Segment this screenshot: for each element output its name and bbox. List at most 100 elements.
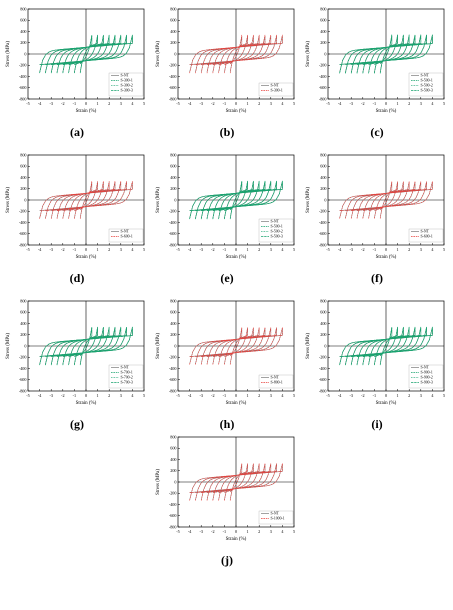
x-tick-label: 1 [247,247,249,252]
series-line-S-800-1 [189,327,283,365]
series-line-S-700-3 [39,326,133,366]
y-tick-label: 400 [320,175,326,180]
x-tick-label: 4 [281,101,284,106]
x-tick-label: 3 [420,247,422,252]
x-tick-label: -2 [211,393,215,398]
x-tick-label: -2 [361,393,365,398]
y-tick-label: -200 [319,63,327,68]
y-tick-label: 600 [20,164,26,169]
series-line-S-300-3 [39,34,133,74]
y-tick-label: -200 [319,355,327,360]
y-tick-label: 400 [20,175,26,180]
chart-panel-e: -5 -4 -3 -2 -1 0 1 2 3 4 5 -800 -600 -400 -200 0 200 400 6… [152,148,302,328]
legend-label: S-NT [421,366,430,370]
panel-caption: (h) [219,417,235,431]
y-tick-label: 400 [170,457,176,462]
x-tick-label: -4 [38,101,42,106]
y-tick-label: 400 [170,29,176,34]
y-tick-label: 800 [20,152,26,157]
series-group [339,181,433,219]
y-tick-label: 400 [170,321,176,326]
legend-label: S-NT [121,74,130,78]
y-tick-label: 200 [320,40,326,45]
x-tick-label: -5 [326,247,330,252]
x-tick-label: 5 [443,247,445,252]
legend-label: S-700-3 [121,381,133,385]
x-tick-label: 2 [108,101,110,106]
x-tick-label: 5 [143,101,145,106]
legend-box [108,228,144,243]
y-tick-label: 600 [320,310,326,315]
y-tick-label: -800 [319,96,327,101]
x-tick-label: -2 [211,247,215,252]
y-tick-label: 600 [170,164,176,169]
y-tick-label: -200 [169,491,177,496]
legend-box [258,82,294,97]
legend-label: S-NT [121,366,130,370]
legend-label: S-500-2 [271,230,283,234]
x-tick-label: 5 [443,101,445,106]
y-tick-label: -600 [169,231,177,236]
x-axis-label: Strain (%) [226,109,247,114]
x-tick-label: 3 [120,393,122,398]
y-tick-label: 600 [170,18,176,23]
y-axis-label: Stress (MPa) [306,187,311,213]
chart-svg-c: -5 -4 -3 -2 -1 0 1 2 3 4 5 -800 -600 -400 -200 0 200 400 6… [306,6,445,114]
x-tick-label: 0 [235,529,237,534]
y-tick-label: -800 [169,96,177,101]
chart-svg-d: -5 -4 -3 -2 -1 0 1 2 3 4 5 -800 -600 -400 -200 0 200 400 6… [6,152,145,260]
y-tick-label: 200 [170,468,176,473]
x-axis-label: Strain (%) [76,109,97,114]
legend-label: S-NT [271,84,280,88]
x-tick-label: -3 [49,101,53,106]
x-axis-label: Strain (%) [226,537,247,542]
y-tick-label: 800 [320,6,326,11]
chart-svg-a: -5 -4 -3 -2 -1 0 1 2 3 4 5 -800 -600 -400 -200 0 200 400 6… [6,6,145,114]
x-tick-label: -1 [73,247,77,252]
y-tick-label: 400 [320,321,326,326]
legend-label: S-300-2 [121,84,133,88]
series-line-S-500-3 [339,34,433,74]
y-tick-label: 0 [24,197,26,202]
x-tick-label: -1 [373,393,377,398]
y-tick-label: -600 [319,85,327,90]
x-tick-label: -4 [338,393,342,398]
y-tick-label: -800 [169,388,177,393]
x-tick-label: 0 [85,393,87,398]
x-tick-label: 5 [143,393,145,398]
x-tick-label: -1 [223,247,227,252]
legend-label: S-900-3 [421,381,433,385]
x-tick-label: -3 [199,393,203,398]
y-tick-label: -400 [169,220,177,225]
y-tick-label: 800 [320,298,326,303]
chart-svg-g: -5 -4 -3 -2 -1 0 1 2 3 4 5 -800 -600 -400 -200 0 200 400 6… [6,298,145,406]
y-tick-label: 600 [170,446,176,451]
x-tick-label: 1 [247,529,249,534]
x-tick-label: 2 [258,393,260,398]
legend-label: S-600-1 [421,235,433,239]
series-group [39,326,133,366]
y-tick-label: -400 [169,74,177,79]
x-axis-label: Strain (%) [76,255,97,260]
x-tick-label: -2 [211,101,215,106]
x-tick-label: 5 [293,529,295,534]
x-tick-label: -3 [199,529,203,534]
x-tick-label: 5 [293,393,295,398]
y-tick-label: 0 [324,343,326,348]
y-tick-label: 0 [324,51,326,56]
panel-caption: (e) [220,271,234,285]
chart-panel-j: -5 -4 -3 -2 -1 0 1 2 3 4 5 -800 -600 -400 -200 0 200 400 6… [152,430,302,610]
y-tick-label: -800 [19,96,27,101]
legend-label: S-NT [271,512,280,516]
y-tick-label: 800 [320,152,326,157]
x-tick-label: -2 [61,393,65,398]
x-tick-label: -2 [361,101,365,106]
y-tick-label: -600 [169,513,177,518]
chart-svg-e: -5 -4 -3 -2 -1 0 1 2 3 4 5 -800 -600 -400 -200 0 200 400 6… [156,152,295,260]
x-tick-label: 1 [97,247,99,252]
x-tick-label: 1 [397,247,399,252]
panel-caption: (d) [69,271,85,285]
chart-svg-h: -5 -4 -3 -2 -1 0 1 2 3 4 5 -800 -600 -400 -200 0 200 400 6… [156,298,295,406]
y-axis-label: Stress (MPa) [156,333,161,359]
chart-panel-h: -5 -4 -3 -2 -1 0 1 2 3 4 5 -800 -600 -400 -200 0 200 400 6… [152,294,302,474]
